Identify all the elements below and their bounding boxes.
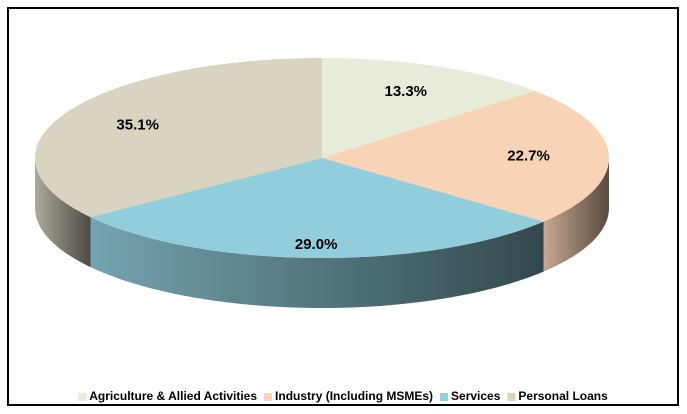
data-label: 22.7% — [507, 147, 550, 164]
pie-slice — [90, 158, 544, 258]
legend-swatch — [507, 393, 516, 401]
data-label: 13.3% — [384, 83, 427, 100]
data-label: 35.1% — [116, 116, 159, 133]
pie-slice-side — [543, 158, 609, 272]
pie-slice-side — [90, 217, 544, 308]
legend-swatch — [440, 393, 449, 401]
legend-label: Services — [451, 389, 501, 403]
legend-swatch — [264, 393, 273, 401]
data-label: 29.0% — [295, 236, 338, 253]
pie-slice — [322, 58, 535, 158]
legend-swatch — [78, 393, 87, 401]
legend-label: Agriculture & Allied Activities — [89, 389, 257, 403]
pie-slice — [35, 58, 322, 218]
pie-sides — [35, 158, 609, 308]
legend: Agriculture & Allied Activities Industry … — [78, 389, 608, 403]
legend-label: Industry (Including MSMEs) — [275, 389, 433, 403]
legend-label: Personal Loans — [518, 389, 608, 403]
pie-slice-side — [35, 158, 91, 268]
pie-slice — [322, 90, 609, 222]
